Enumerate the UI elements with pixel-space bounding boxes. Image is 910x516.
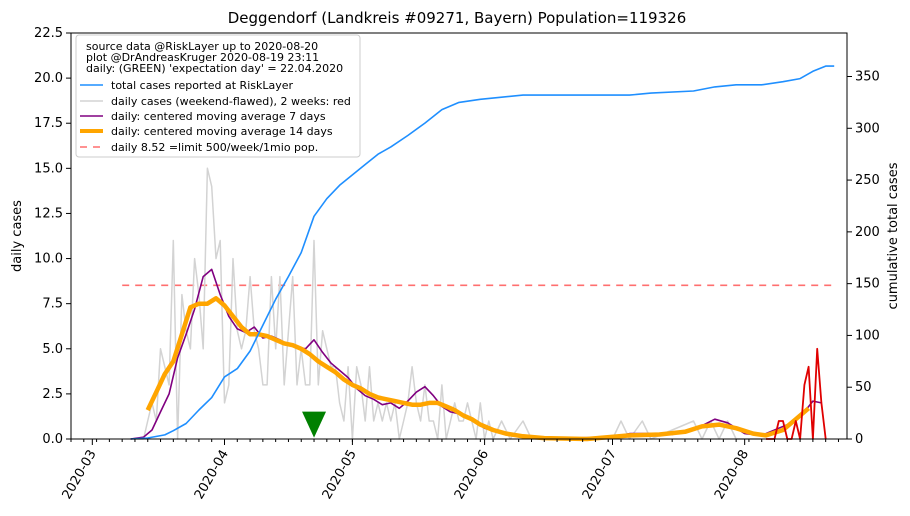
y-right-tick-label: 250 bbox=[855, 173, 880, 188]
y-right-tick-label: 200 bbox=[855, 225, 880, 240]
y-left-tick-label: 2.5 bbox=[42, 387, 63, 402]
y-left-tick-label: 15.0 bbox=[34, 161, 63, 176]
y-left-tick-label: 10.0 bbox=[34, 252, 63, 267]
y-axis-right-label: cumulative total cases bbox=[886, 162, 901, 309]
plot-frame bbox=[70, 32, 848, 440]
y-left-tick-label: 17.5 bbox=[34, 116, 63, 131]
series-ma14 bbox=[145, 296, 811, 442]
legend-label-limit: daily 8.52 =limit 500/week/1mio pop. bbox=[111, 141, 318, 154]
x-tick-label: 2020-05 bbox=[320, 448, 360, 503]
y-right-tick-label: 300 bbox=[855, 121, 880, 136]
legend: source data @RiskLayer up to 2020-08-20 … bbox=[75, 34, 361, 158]
y-left-tick-label: 12.5 bbox=[34, 206, 63, 221]
y-right-tick-label: 100 bbox=[855, 328, 880, 343]
y-right-tick-label: 0 bbox=[855, 432, 863, 447]
x-tick-label: 2020-08 bbox=[712, 448, 752, 503]
info-line-2: plot @DrAndreasKruger 2020-08-19 23:11 bbox=[86, 51, 319, 64]
x-tick-label: 2020-06 bbox=[452, 448, 492, 503]
y-right-tick-label: 50 bbox=[855, 380, 872, 395]
info-line-1: source data @RiskLayer up to 2020-08-20 bbox=[86, 40, 318, 53]
y-left-tick-label: 5.0 bbox=[42, 342, 63, 357]
chart-title: Deggendorf (Landkreis #09271, Bayern) Po… bbox=[228, 9, 686, 27]
x-tick-label: 2020-07 bbox=[580, 448, 620, 503]
series-total-cases bbox=[130, 65, 835, 440]
info-line-3: daily: (GREEN) 'expectation day' = 22.04… bbox=[86, 62, 343, 75]
y-right-tick-label: 150 bbox=[855, 277, 880, 292]
y-left-tick-label: 0.0 bbox=[42, 432, 63, 447]
y-left-tick-label: 22.5 bbox=[34, 26, 63, 41]
series-daily-recent bbox=[766, 347, 827, 440]
legend-box bbox=[75, 34, 361, 158]
series-daily-cases bbox=[130, 167, 762, 440]
legend-label-total: total cases reported at RiskLayer bbox=[111, 79, 294, 92]
legend-label-ma7: daily: centered moving average 7 days bbox=[111, 110, 326, 123]
legend-label-ma14: daily: centered moving average 14 days bbox=[111, 125, 333, 138]
legend-label-daily: daily cases (weekend-flawed), 2 weeks: r… bbox=[111, 95, 351, 108]
expectation-day-marker bbox=[302, 411, 327, 438]
x-tick-label: 2020-03 bbox=[60, 448, 100, 503]
x-tick-label: 2020-04 bbox=[192, 448, 232, 503]
y-left-tick-label: 7.5 bbox=[42, 297, 63, 312]
y-left-tick-label: 20.0 bbox=[34, 71, 63, 86]
y-right-tick-label: 350 bbox=[855, 70, 880, 85]
y-axis-left-label: daily cases bbox=[10, 200, 25, 272]
